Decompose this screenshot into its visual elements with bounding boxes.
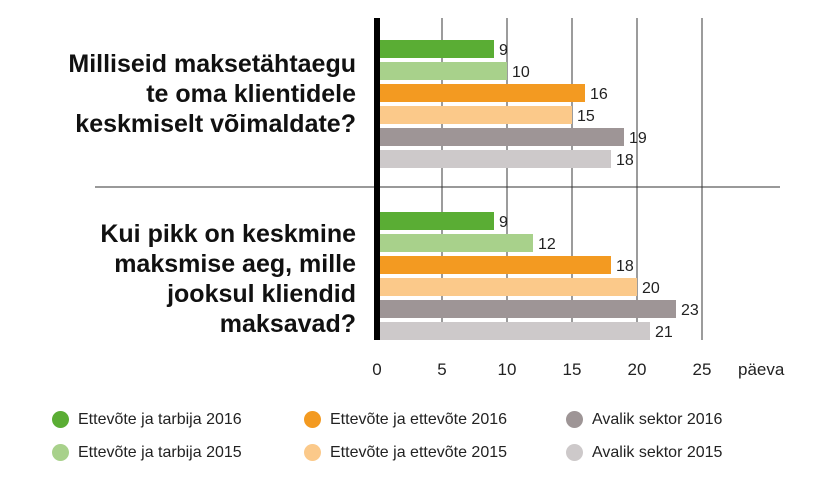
bar <box>377 128 624 146</box>
legend-label: Ettevõte ja ettevõte 2016 <box>330 410 508 428</box>
question-1-line-1: Milliseid maksetähtaegu <box>68 50 356 78</box>
bar-value-label: 18 <box>616 258 634 275</box>
bar <box>377 322 650 340</box>
question-1-line-2: te oma klientidele <box>146 80 356 108</box>
legend-item: Ettevõte ja tarbija 2015 <box>52 444 304 462</box>
bar <box>377 62 507 80</box>
legend-row-2016: Ettevõte ja tarbija 2016 Ettevõte ja ett… <box>52 403 792 436</box>
question-2-line-3: jooksul kliendid <box>167 280 356 308</box>
bar <box>377 278 637 296</box>
bar <box>377 300 676 318</box>
bar <box>377 212 494 230</box>
bar <box>377 256 611 274</box>
legend-item: Avalik sektor 2016 <box>566 411 722 429</box>
bar-value-label: 9 <box>499 214 508 231</box>
legend-label: Avalik sektor 2015 <box>592 443 723 461</box>
legend-swatch <box>52 411 69 428</box>
question-label-1: Milliseid maksetähtaegu te oma klientide… <box>68 49 356 139</box>
bar <box>377 234 533 252</box>
legend-label: Ettevõte ja tarbija 2016 <box>78 410 242 428</box>
bar-value-label: 21 <box>655 324 673 341</box>
bar-value-label: 15 <box>577 108 595 125</box>
question-2-line-4: maksavad? <box>219 310 356 338</box>
question-2-line-2: maksmise aeg, mille <box>114 250 356 278</box>
x-axis-unit-label: päeva <box>738 360 785 379</box>
bar-value-label: 20 <box>642 280 660 297</box>
bar-value-label: 19 <box>629 130 647 147</box>
legend-swatch <box>52 444 69 461</box>
bar-value-label: 9 <box>499 42 508 59</box>
legend-swatch <box>566 444 583 461</box>
bar-value-label: 12 <box>538 236 556 253</box>
legend-item: Ettevõte ja ettevõte 2016 <box>304 411 566 429</box>
legend-item: Ettevõte ja ettevõte 2015 <box>304 444 566 462</box>
legend-swatch <box>304 411 321 428</box>
bar-value-label: 18 <box>616 152 634 169</box>
bar-value-label: 16 <box>590 86 608 103</box>
legend-item: Ettevõte ja tarbija 2016 <box>52 411 304 429</box>
question-1-line-3: keskmiselt võimaldate? <box>75 110 356 138</box>
x-tick-label: 10 <box>498 360 517 379</box>
bar <box>377 106 572 124</box>
x-tick-label: 15 <box>563 360 582 379</box>
legend-row-2015: Ettevõte ja tarbija 2015 Ettevõte ja ett… <box>52 436 792 469</box>
legend-label: Ettevõte ja tarbija 2015 <box>78 443 242 461</box>
legend: Ettevõte ja tarbija 2016 Ettevõte ja ett… <box>52 403 792 469</box>
bar-value-label: 23 <box>681 302 699 319</box>
question-2-line-1: Kui pikk on keskmine <box>100 220 356 248</box>
y-axis <box>374 18 380 340</box>
x-tick-label: 5 <box>437 360 446 379</box>
legend-swatch <box>566 411 583 428</box>
legend-label: Ettevõte ja ettevõte 2015 <box>330 443 508 461</box>
bar <box>377 84 585 102</box>
x-tick-label: 25 <box>693 360 712 379</box>
legend-item: Avalik sektor 2015 <box>566 444 722 462</box>
bar-value-label: 10 <box>512 64 530 81</box>
legend-label: Avalik sektor 2016 <box>592 410 723 428</box>
x-tick-label: 0 <box>372 360 381 379</box>
legend-swatch <box>304 444 321 461</box>
x-tick-label: 20 <box>628 360 647 379</box>
question-label-2: Kui pikk on keskmine maksmise aeg, mille… <box>100 219 356 339</box>
bar <box>377 150 611 168</box>
bar <box>377 40 494 58</box>
